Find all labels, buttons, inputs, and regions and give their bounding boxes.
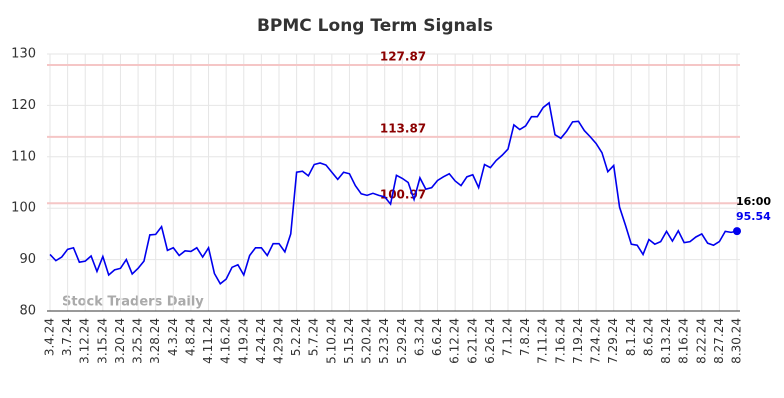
x-tick-label: 4.11.24: [201, 318, 215, 364]
x-tick-label: 3.4.24: [43, 318, 57, 356]
x-tick-label: 7.19.24: [571, 318, 585, 364]
x-tick-label: 7.16.24: [553, 318, 567, 364]
x-tick-label: 5.7.24: [307, 318, 321, 356]
x-tick-label: 7.1.24: [501, 318, 515, 356]
last-value: 95.54: [736, 210, 771, 223]
x-tick-label: 6.6.24: [430, 318, 444, 356]
watermark: Stock Traders Daily: [62, 295, 204, 310]
x-tick-label: 5.10.24: [324, 318, 338, 364]
x-tick-label: 6.12.24: [448, 318, 462, 364]
x-tick-label: 8.1.24: [624, 318, 638, 356]
x-tick-label: 3.20.24: [113, 318, 127, 364]
y-tick-label: 100: [11, 201, 36, 216]
x-tick-label: 4.29.24: [272, 318, 286, 364]
x-tick-label: 7.11.24: [536, 318, 550, 364]
x-tick-label: 8.16.24: [677, 318, 691, 364]
signal-label: 127.87: [380, 49, 426, 63]
x-tick-label: 6.3.24: [412, 318, 426, 356]
x-tick-label: 5.29.24: [395, 318, 409, 364]
y-tick-label: 130: [11, 47, 36, 62]
x-tick-label: 5.2.24: [289, 318, 303, 356]
x-tick-label: 3.28.24: [148, 318, 162, 364]
last-time: 16:00: [736, 195, 771, 208]
x-tick-label: 3.15.24: [95, 318, 109, 364]
x-tick-label: 6.26.24: [483, 318, 497, 364]
x-tick-label: 8.22.24: [694, 318, 708, 364]
x-tick-label: 7.8.24: [518, 318, 532, 356]
x-tick-label: 8.6.24: [641, 318, 655, 356]
x-tick-label: 5.23.24: [377, 318, 391, 364]
x-tick-label: 8.30.24: [730, 318, 744, 364]
x-tick-label: 4.8.24: [183, 318, 197, 356]
x-tick-label: 4.19.24: [236, 318, 250, 364]
x-tick-label: 4.24.24: [254, 318, 268, 364]
x-tick-label: 4.3.24: [166, 318, 180, 356]
chart-title: BPMC Long Term Signals: [257, 16, 493, 36]
y-tick-label: 120: [11, 98, 36, 113]
x-tick-label: 8.27.24: [712, 318, 726, 364]
x-tick-label: 4.16.24: [219, 318, 233, 364]
x-tick-label: 7.29.24: [606, 318, 620, 364]
x-tick-label: 3.12.24: [78, 318, 92, 364]
x-tick-label: 5.20.24: [360, 318, 374, 364]
x-tick-label: 7.24.24: [589, 318, 603, 364]
series-line: [49, 101, 738, 285]
y-tick-label: 80: [19, 304, 36, 319]
signal-label: 113.87: [380, 121, 426, 135]
x-tick-label: 6.21.24: [465, 318, 479, 364]
x-tick-label: 3.7.24: [60, 318, 74, 356]
last-point: [733, 227, 741, 236]
y-tick-label: 110: [11, 149, 36, 164]
x-tick-label: 3.25.24: [131, 318, 145, 364]
y-tick-label: 90: [19, 252, 36, 267]
x-tick-label: 8.13.24: [659, 318, 673, 364]
x-tick-label: 5.15.24: [342, 318, 356, 364]
